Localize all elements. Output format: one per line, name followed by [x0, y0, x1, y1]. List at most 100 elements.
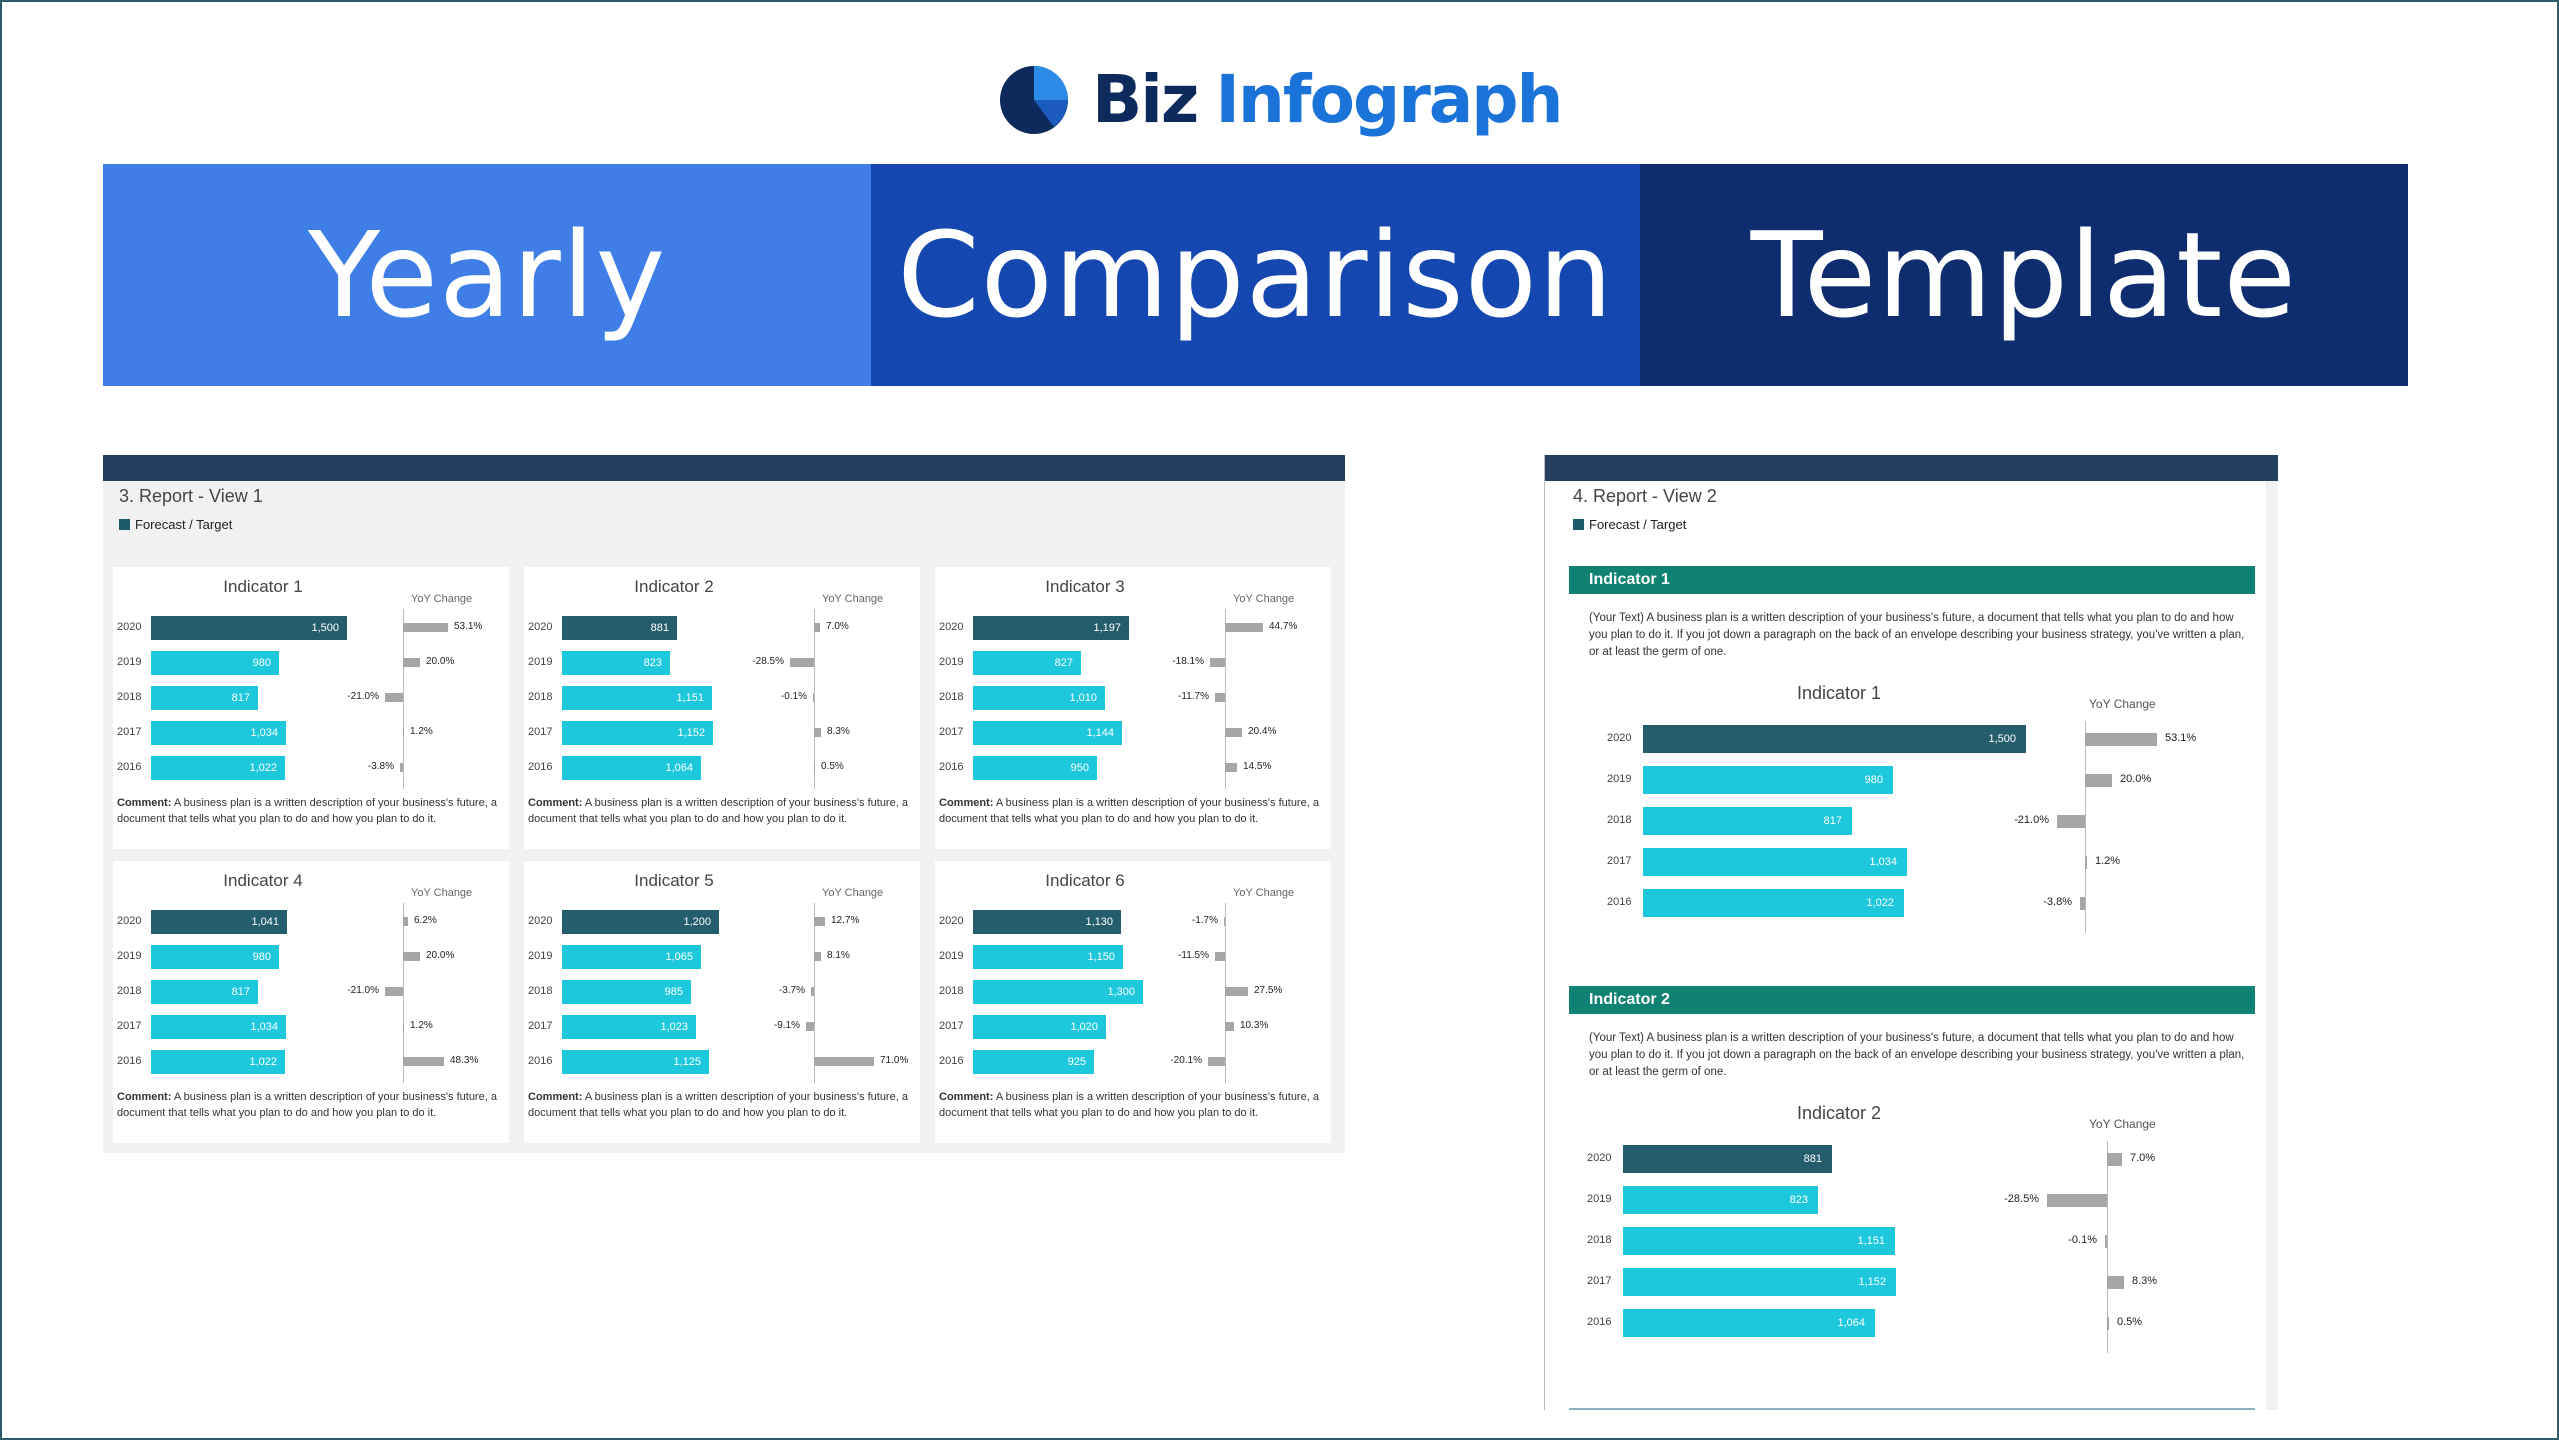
yoy-value: 0.5% [821, 761, 844, 772]
value-bar: 1,130 [973, 910, 1121, 934]
yoy-axis [403, 903, 404, 1083]
section-text-indicator-1: (Your Text) A business plan is a written… [1589, 612, 2245, 658]
chart-row: 2017 1,152 8.3% [1569, 1262, 2255, 1302]
yoy-change-label: YoY Change [1233, 593, 1295, 605]
year-label: 2020 [939, 621, 964, 633]
yoy-value: -21.0% [347, 691, 379, 702]
yoy-bar [385, 693, 403, 702]
value-bar: 1,041 [151, 910, 287, 934]
comment-text: A business plan is a written description… [939, 797, 1319, 825]
yoy-axis [814, 609, 815, 789]
yoy-bar [814, 763, 815, 772]
yoy-value: 10.3% [1240, 1020, 1269, 1031]
yoy-value: 53.1% [454, 621, 483, 632]
chart-row: 2020 1,197 44.7% [935, 611, 1331, 647]
yoy-value: 0.5% [2117, 1316, 2143, 1328]
indicator-card: Indicator 1 YoY Change 2020 1,500 53.1% 2019 9… [113, 567, 509, 849]
legend-label: Forecast / Target [135, 517, 233, 532]
value-bar: 950 [973, 756, 1097, 780]
yoy-bar [814, 917, 825, 926]
value-bar: 817 [151, 686, 258, 710]
value-bar: 1,034 [151, 1015, 286, 1039]
yoy-value: 53.1% [2165, 732, 2197, 744]
yoy-value: 7.0% [2130, 1152, 2156, 1164]
banner-word-3: Template [1639, 164, 2408, 386]
banner-word-2: Comparison [871, 164, 1640, 386]
chart-row: 2018 1,300 27.5% [935, 975, 1331, 1011]
yoy-bar [2057, 815, 2085, 828]
scroll-gutter[interactable] [2266, 481, 2278, 1410]
yoy-bar [2080, 897, 2085, 910]
value-bar: 1,500 [151, 616, 347, 640]
indicator-comment: Comment: A business plan is a written de… [117, 1089, 505, 1121]
year-label: 2020 [1587, 1152, 1612, 1164]
banner-word-1: Yearly [103, 164, 872, 386]
yoy-value: 1.2% [410, 1020, 433, 1031]
comment-label: Comment: [939, 1091, 994, 1103]
report-view-2-legend: Forecast / Target [1573, 517, 1686, 532]
yoy-value: -28.5% [752, 656, 784, 667]
year-label: 2016 [528, 1055, 553, 1067]
year-label: 2017 [939, 726, 964, 738]
indicator-card: Indicator 6 YoY Change 2020 1,130 -1.7% 2019 1… [935, 861, 1331, 1143]
comment-label: Comment: [117, 1091, 172, 1103]
yoy-value: -11.7% [1178, 691, 1209, 702]
year-label: 2018 [939, 691, 964, 703]
chart-row: 2018 817 -21.0% [113, 975, 509, 1011]
yoy-change-label: YoY Change [1233, 887, 1295, 899]
chart-row: 2020 1,500 53.1% [113, 611, 509, 647]
report-view-1-legend: Forecast / Target [119, 517, 232, 532]
chart-row: 2017 1,023 -9.1% [524, 1010, 920, 1046]
yoy-bar [814, 623, 820, 632]
value-bar: 823 [562, 651, 670, 675]
year-label: 2016 [528, 761, 553, 773]
title-banner: Yearly Comparison Template [103, 164, 2408, 386]
yoy-value: 7.0% [826, 621, 849, 632]
chart-row: 2016 1,022 -3.8% [1569, 883, 2255, 923]
value-bar: 1,125 [562, 1050, 709, 1074]
yoy-bar [400, 763, 403, 772]
yoy-value: 6.2% [414, 915, 437, 926]
value-bar: 817 [151, 980, 258, 1004]
value-bar: 1,151 [1623, 1227, 1895, 1255]
indicator-comment: Comment: A business plan is a written de… [939, 1089, 1327, 1121]
yoy-value: 12.7% [831, 915, 860, 926]
year-label: 2017 [528, 726, 553, 738]
comment-text: A business plan is a written description… [117, 1091, 497, 1119]
year-label: 2020 [1607, 732, 1632, 744]
chart-row: 2017 1,034 1.2% [113, 716, 509, 752]
value-bar: 1,300 [973, 980, 1143, 1004]
yoy-value: 20.0% [426, 656, 455, 667]
yoy-value: -3.7% [778, 985, 805, 996]
chart-row: 2020 1,500 53.1% [1569, 719, 2255, 759]
report-view-1: 3. Report - View 1 Forecast / Target Ind… [103, 455, 1345, 1153]
indicator-comment: Comment: A business plan is a written de… [528, 795, 916, 827]
yoy-value: 1.2% [410, 726, 433, 737]
year-label: 2016 [939, 1055, 964, 1067]
yoy-axis [2085, 721, 2086, 933]
legend-swatch [119, 519, 130, 530]
chart-row: 2017 1,034 1.2% [113, 1010, 509, 1046]
yoy-value: -18.1% [1172, 656, 1204, 667]
section-text-indicator-2: (Your Text) A business plan is a written… [1589, 1032, 2245, 1078]
year-label: 2018 [528, 985, 553, 997]
year-label: 2016 [939, 761, 964, 773]
value-bar: 1,500 [1643, 725, 2026, 753]
year-label: 2017 [117, 1020, 142, 1032]
value-bar: 1,023 [562, 1015, 696, 1039]
value-bar: 1,144 [973, 721, 1122, 745]
yoy-axis [1225, 609, 1226, 789]
year-label: 2019 [939, 950, 964, 962]
yoy-bar [2107, 1276, 2124, 1289]
yoy-bar [2085, 856, 2087, 869]
value-bar: 1,200 [562, 910, 719, 934]
yoy-change-label: YoY Change [822, 593, 884, 605]
comment-label: Comment: [117, 797, 172, 809]
indicator-title: Indicator 2 [634, 577, 714, 596]
yoy-bar [1225, 728, 1242, 737]
chart-row: 2018 817 -21.0% [113, 681, 509, 717]
yoy-bar [813, 693, 814, 702]
indicator-title: Indicator 1 [223, 577, 303, 596]
yoy-change-label: YoY Change [411, 887, 473, 899]
year-label: 2020 [117, 915, 142, 927]
